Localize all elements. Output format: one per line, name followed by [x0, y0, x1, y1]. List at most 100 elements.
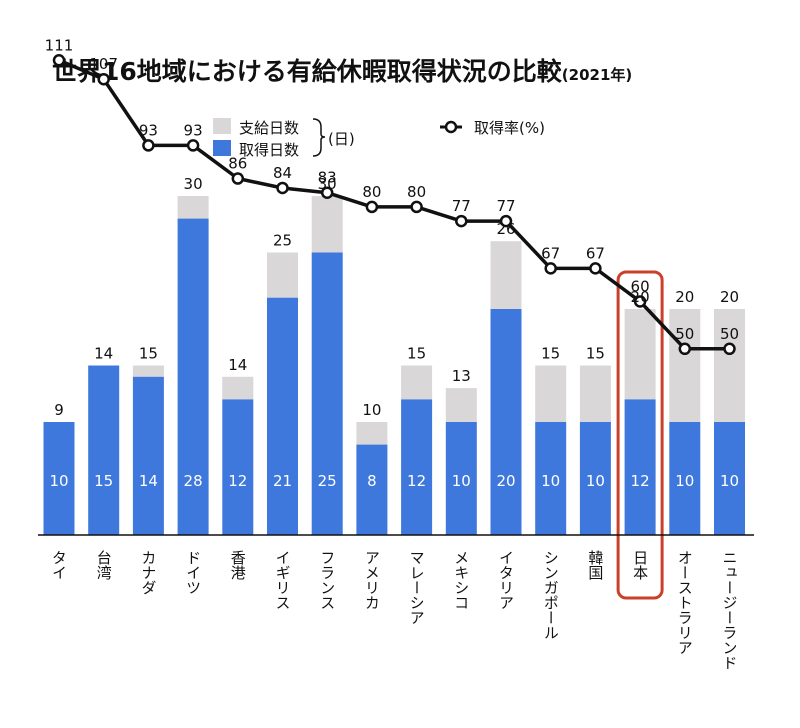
bar-taken — [669, 422, 701, 535]
legend-taken-label: 取得日数 — [239, 141, 299, 159]
label-granted: 30 — [318, 175, 337, 193]
label-granted: 20 — [631, 288, 650, 306]
highlight-layer — [616, 270, 664, 600]
label-taken: 12 — [407, 472, 426, 490]
label-taken: 25 — [318, 472, 337, 490]
bar-granted — [356, 422, 388, 445]
bar-granted — [267, 252, 298, 298]
bar-taken — [714, 422, 745, 535]
rate-label: 93 — [139, 121, 158, 139]
label-taken: 10 — [720, 472, 739, 490]
label-granted: 14 — [94, 345, 113, 363]
rate-label: 50 — [720, 325, 739, 343]
rate-point — [186, 139, 200, 152]
rate-point — [633, 295, 647, 308]
label-granted: 26 — [496, 220, 515, 238]
bar-granted — [132, 365, 164, 377]
label-taken: 14 — [139, 472, 158, 490]
rate-label: 83 — [318, 169, 337, 187]
category-label: ニュージーランド — [721, 550, 739, 670]
rate-point — [276, 181, 289, 195]
bar-granted — [401, 365, 433, 400]
rate-point — [52, 54, 66, 67]
rate-label: 77 — [496, 197, 515, 215]
category-label: フランス — [318, 550, 336, 610]
label-granted: 15 — [586, 345, 605, 363]
rate-point — [499, 214, 513, 228]
label-granted: 30 — [184, 175, 203, 193]
bar-taken — [401, 399, 433, 535]
legend: 支給日数 取得日数 (日) 取得率(%) — [213, 118, 545, 159]
bar-taken — [311, 252, 343, 535]
bar-taken — [445, 422, 477, 535]
rate-label: 84 — [273, 164, 292, 182]
bar-taken — [579, 422, 611, 535]
category-label: シンガポール — [542, 550, 560, 640]
label-granted: 15 — [541, 345, 560, 363]
bar-granted — [624, 309, 656, 400]
rate-label: 60 — [631, 278, 650, 296]
bar-granted — [311, 196, 343, 253]
rate-label: 67 — [586, 244, 605, 262]
label-taken: 15 — [94, 472, 113, 490]
rate-label: 93 — [184, 121, 203, 139]
category-label: イギリス — [274, 550, 292, 610]
label-taken: 10 — [586, 472, 605, 490]
rate-point — [320, 186, 334, 199]
label-granted: 13 — [452, 367, 471, 385]
category-label: カナダ — [139, 550, 157, 595]
rate-line-layer: 111 107 93 93 86 84 83 80 80 77 77 67 67 60 50 50 — [45, 36, 739, 356]
bar-granted — [445, 388, 477, 422]
label-granted: 9 — [54, 401, 64, 419]
bar-taken — [177, 218, 209, 535]
rate-label: 107 — [89, 55, 118, 73]
rate-point — [544, 262, 557, 275]
highlight-box — [616, 270, 664, 600]
bar-granted — [490, 241, 522, 309]
legend-taken-swatch — [213, 140, 231, 156]
label-granted: 14 — [228, 356, 247, 374]
rate-point — [678, 342, 692, 356]
chart-subtitle: (2021年) — [562, 66, 632, 84]
bar-taken — [356, 444, 388, 535]
rate-point — [231, 172, 245, 185]
legend-granted-swatch — [213, 118, 231, 134]
bar-granted — [579, 365, 611, 422]
labels-layer: 9 10 14 15 15 14 30 28 14 12 25 21 30 25 10 8 15 12 13 10 26… — [49, 175, 739, 490]
legend-unit-label: (日) — [328, 130, 355, 148]
label-taken: 10 — [452, 472, 471, 490]
bar-taken — [132, 376, 164, 535]
category-label: ドイツ — [184, 550, 202, 595]
bar-granted — [222, 376, 254, 400]
label-taken: 28 — [184, 472, 203, 490]
bar-granted — [714, 309, 745, 422]
bar-taken — [222, 399, 254, 535]
rate-point — [410, 200, 423, 214]
label-taken: 12 — [631, 472, 650, 490]
category-label: 日本 — [631, 550, 649, 580]
label-granted: 25 — [273, 232, 292, 250]
label-taken: 8 — [367, 472, 377, 490]
rate-point — [97, 72, 110, 86]
label-granted: 20 — [675, 288, 694, 306]
bar-taken — [88, 365, 120, 535]
rate-label: 111 — [45, 36, 74, 54]
bar-taken — [267, 297, 298, 535]
bar-granted — [535, 365, 567, 422]
label-granted: 10 — [362, 401, 381, 419]
chart-title: 世界16地域における有給休暇取得状況の比較(2021年) — [52, 57, 632, 86]
category-label: メキシコ — [452, 550, 470, 610]
label-taken: 10 — [49, 472, 68, 490]
category-label: タイ — [50, 550, 68, 580]
legend-granted-label: 支給日数 — [239, 119, 299, 137]
label-taken: 20 — [496, 472, 515, 490]
rate-label: 86 — [228, 155, 247, 173]
category-label: 韓国 — [586, 550, 604, 580]
category-label: マレーシア — [408, 550, 426, 625]
category-label: 台湾 — [95, 550, 113, 580]
category-labels: タイ 台湾 カナダ ドイツ 香港 イギリス フランス アメリカ マレーシア メキシコ イタリア シンガ… — [50, 550, 739, 670]
bar-granted — [177, 196, 209, 219]
legend-rate-marker — [444, 120, 458, 134]
